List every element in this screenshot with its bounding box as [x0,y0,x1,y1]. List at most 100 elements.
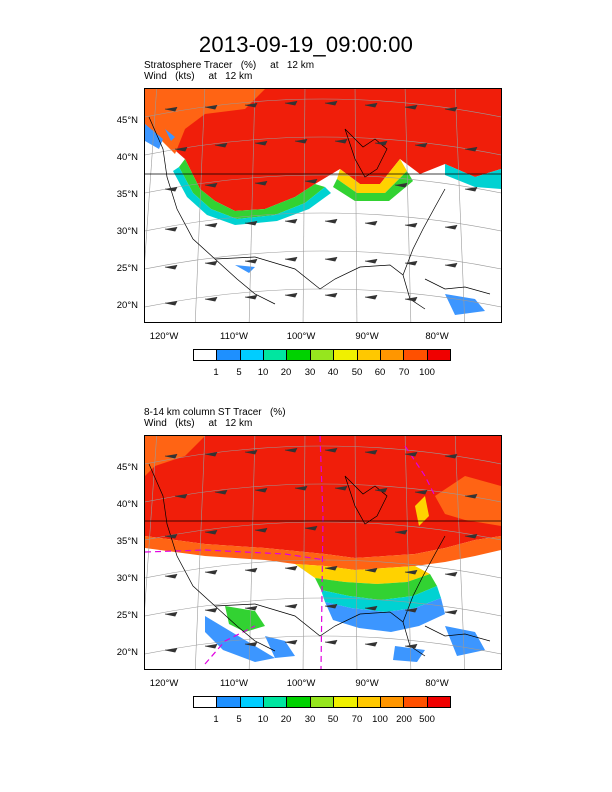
panel1-tracer-cyan-east [445,164,501,189]
panel1-tracer-orange [145,89,265,154]
colorbar-cell [310,697,335,707]
panel2-tracer-orange [145,536,501,570]
panel1-wind-barbs [164,100,478,306]
panel2-lat-label: 20°N [116,647,138,658]
panel2-colorbar-label: 10 [257,714,269,725]
panel1-colorbar [193,349,451,361]
colorbar-cell [194,697,218,707]
panel1-lat-label: 30°N [116,226,138,237]
panel1-lon-label: 90°W [355,331,379,342]
panel2-lon-label: 100°W [286,678,316,689]
panel2-tracer-orange-north [145,436,501,526]
panel1-colorbar-label: 20 [280,367,292,378]
panel1-coastlines [145,116,501,310]
panel2-coastlines [145,463,501,657]
panel2-tracer-blue [325,598,445,632]
panel2-tracer-green [315,574,437,600]
panel2-lat-label: 25°N [116,610,138,621]
panel2-tracer-blue-south [393,626,485,662]
panel1-colorbar-label: 70 [398,367,410,378]
panel1-lat-label: 20°N [116,300,138,311]
panel1-lat-label: 25°N [116,263,138,274]
panel2-colorbar [193,696,451,708]
colorbar-cell [240,350,265,360]
colorbar-cell [240,697,265,707]
colorbar-cell [264,697,288,707]
colorbar-cell [310,350,335,360]
panel2-tracer-yellow-east [415,496,429,526]
colorbar-cell [217,350,241,360]
panel1-graticule [145,89,501,322]
panel2-colorbar-label: 200 [396,714,412,725]
panel2-colorbar-label: 1 [213,714,219,725]
colorbar-cell [334,697,358,707]
colorbar-cell [427,697,450,707]
panel2-wind-barbs [164,447,478,653]
panel1-colorbar-label: 50 [351,367,363,378]
panel2-colorbar-label: 70 [351,714,363,725]
panel2-lon-label: 90°W [355,678,379,689]
panel1-tracer-high [145,89,501,211]
panel1-tracer-blue [145,124,175,149]
colorbar-cell [287,697,311,707]
panel2-map-svg [145,436,501,669]
panel1-lon-label: 110°W [220,331,248,342]
map-panel-1 [144,88,502,323]
plot-title: 2013-09-19_09:00:00 [198,32,414,57]
colorbar-cell [357,697,381,707]
panel1-subtitle-1: Stratosphere Tracer (%) at 12 km [144,60,315,71]
panel1-colorbar-label: 100 [419,367,435,378]
panel1-tracer-green-east [333,171,413,201]
panel2-lat-label: 35°N [116,536,138,547]
panel1-colorbar-label: 10 [257,367,269,378]
map-panel-2 [144,435,502,670]
panel1-lon-label: 120°W [149,331,179,342]
panel2-tracer-high [145,436,501,558]
colorbar-cell [334,350,358,360]
panel1-lat-label: 45°N [116,115,138,126]
panel2-tracer-green-west [225,606,265,632]
colorbar-cell [380,350,405,360]
panel1-lat-label: 40°N [116,152,138,163]
panel1-lon-label: 80°W [425,331,449,342]
colorbar-cell [404,697,428,707]
panel2-colorbar-label: 30 [304,714,316,725]
panel2-tracer-blue-west [205,616,295,662]
panel1-lon-label: 100°W [286,331,316,342]
panel2-lon-label: 110°W [220,678,248,689]
panel1-colorbar-label: 1 [213,367,219,378]
panel1-tracer-cyan [173,167,331,225]
panel2-lat-label: 30°N [116,573,138,584]
panel2-colorbar-label: 500 [419,714,435,725]
panel2-contour-dashes [145,436,436,669]
panel2-colorbar-label: 20 [280,714,292,725]
panel2-lon-label: 80°W [425,678,449,689]
panel1-colorbar-label: 60 [374,367,386,378]
panel1-tracer-yellow [337,159,407,193]
colorbar-cell [287,350,311,360]
colorbar-cell [404,350,428,360]
panel2-lat-label: 40°N [116,499,138,510]
panel2-lat-label: 45°N [116,462,138,473]
panel1-colorbar-label: 5 [236,367,242,378]
panel1-colorbar-label: 30 [304,367,316,378]
panel2-colorbar-label: 50 [327,714,339,725]
panel2-colorbar-label: 100 [372,714,388,725]
colorbar-cell [217,697,241,707]
panel2-tracer-cyan [321,586,441,612]
panel2-colorbar-label: 5 [236,714,242,725]
colorbar-cell [194,350,218,360]
colorbar-cell [264,350,288,360]
colorbar-cell [380,697,405,707]
panel1-colorbar-label: 40 [327,367,339,378]
panel1-tracer-green [179,159,325,219]
panel2-subtitle-2: Wind (kts) at 12 km [144,418,253,429]
panel1-lat-label: 35°N [116,189,138,200]
colorbar-cell [357,350,381,360]
colorbar-cell [427,350,450,360]
panel1-subtitle-2: Wind (kts) at 12 km [144,71,253,82]
panel1-map-svg [145,89,501,322]
panel1-tracer-blue-south [235,265,485,315]
panel2-subtitle-1: 8-14 km column ST Tracer (%) [144,407,286,418]
panel2-lon-label: 120°W [149,678,179,689]
